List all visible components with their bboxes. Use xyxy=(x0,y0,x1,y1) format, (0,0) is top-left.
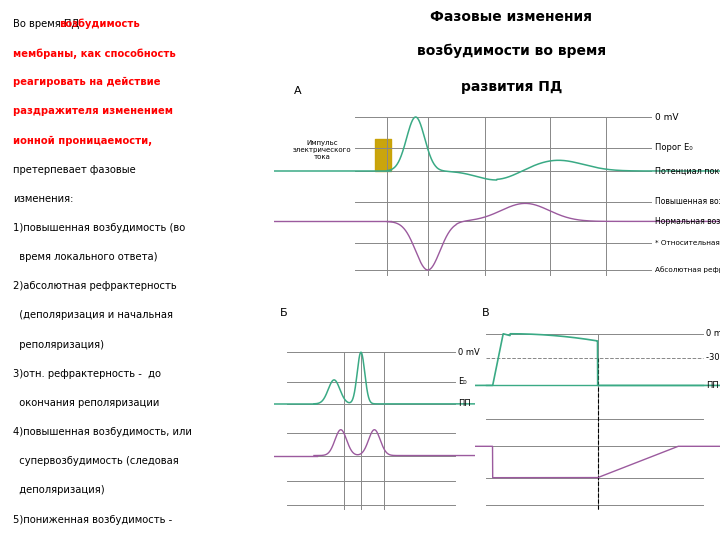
Text: * Относительная рефрактерность: * Относительная рефрактерность xyxy=(655,240,720,246)
Text: окончания реполяризации: окончания реполяризации xyxy=(13,398,159,408)
Text: В: В xyxy=(482,308,490,318)
Text: Б: Б xyxy=(280,308,288,318)
Text: Е₀: Е₀ xyxy=(459,377,467,386)
Text: ПП: ПП xyxy=(459,400,471,408)
Text: Импульс
электрического
тока: Импульс электрического тока xyxy=(293,140,351,160)
Text: мембраны, как способность: мембраны, как способность xyxy=(13,48,176,58)
Text: изменения:: изменения: xyxy=(13,194,73,204)
Text: 2)абсолютная рефрактерность: 2)абсолютная рефрактерность xyxy=(13,281,176,292)
Text: Абсолютная рефрактерность: Абсолютная рефрактерность xyxy=(655,267,720,273)
Text: -30 mV: -30 mV xyxy=(706,353,720,362)
Text: претерпевает фазовые: претерпевает фазовые xyxy=(13,165,135,175)
Text: реагировать на действие: реагировать на действие xyxy=(13,77,160,87)
Text: супервозбудимость (следовая: супервозбудимость (следовая xyxy=(13,456,179,467)
Text: А: А xyxy=(294,86,302,97)
Text: 4)повышенная возбудимость, или: 4)повышенная возбудимость, или xyxy=(13,427,192,437)
Text: реполяризация): реполяризация) xyxy=(13,340,104,350)
Text: возбудимости во время: возбудимости во время xyxy=(417,44,606,58)
Text: 0 mV: 0 mV xyxy=(706,329,720,338)
Text: деполяризация): деполяризация) xyxy=(13,485,104,496)
Text: Фазовые изменения: Фазовые изменения xyxy=(431,10,593,24)
Text: 0 mV: 0 mV xyxy=(459,348,480,357)
Text: раздражителя изменением: раздражителя изменением xyxy=(13,106,173,117)
Text: возбудимость: возбудимость xyxy=(60,19,140,29)
Text: развития ПД: развития ПД xyxy=(461,80,562,94)
Text: время локального ответа): время локального ответа) xyxy=(13,252,157,262)
Text: Потенциал покоя (ПП): Потенциал покоя (ПП) xyxy=(655,166,720,176)
Text: Повышенная возбудимость: Повышенная возбудимость xyxy=(655,197,720,206)
Text: Во время ПД: Во время ПД xyxy=(13,19,82,29)
Text: 5)пониженная возбудимость -: 5)пониженная возбудимость - xyxy=(13,515,172,525)
Text: Нормальная возбудимость: Нормальная возбудимость xyxy=(655,217,720,226)
Text: ионной проницаемости,: ионной проницаемости, xyxy=(13,136,152,146)
Text: ПП: ПП xyxy=(706,381,719,390)
Text: (деполяризация и начальная: (деполяризация и начальная xyxy=(13,310,173,321)
Text: 1)повышенная возбудимость (во: 1)повышенная возбудимость (во xyxy=(13,223,185,233)
Text: Порог Е₀: Порог Е₀ xyxy=(655,143,693,152)
Text: 3)отн. рефрактерность -  до: 3)отн. рефрактерность - до xyxy=(13,369,161,379)
Text: 0 mV: 0 mV xyxy=(655,112,678,122)
